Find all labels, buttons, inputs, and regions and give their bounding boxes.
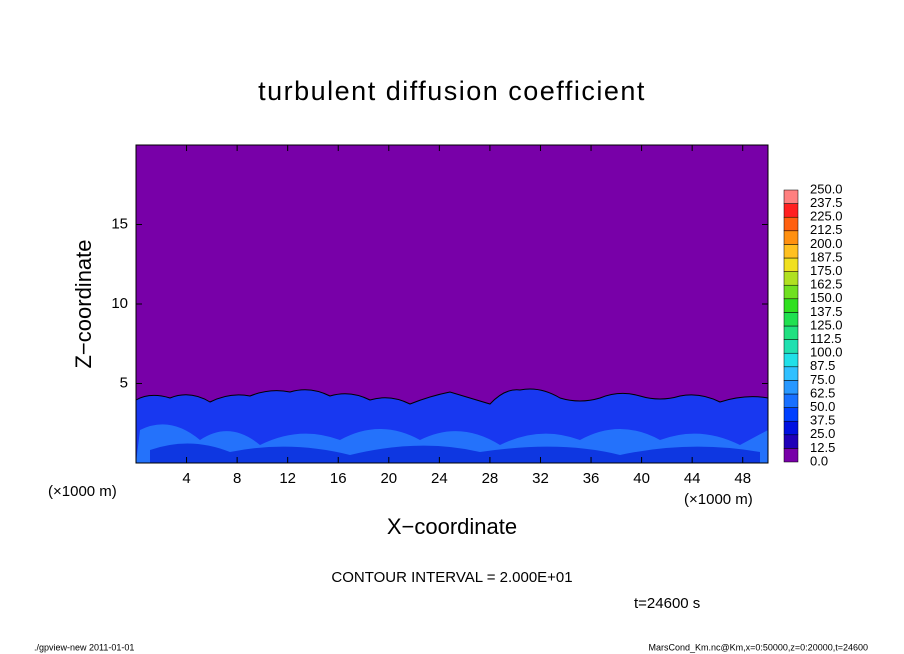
x-tick-label: 4 bbox=[182, 470, 190, 487]
colorbar-swatch bbox=[783, 366, 799, 381]
colorbar-swatch bbox=[783, 352, 799, 368]
colorbar-swatch bbox=[783, 257, 799, 272]
colorbar-label: 87.5 bbox=[810, 358, 835, 373]
turbulent-layer bbox=[150, 443, 760, 463]
x-tick-label: 28 bbox=[482, 470, 499, 487]
colorbar-label: 187.5 bbox=[810, 249, 843, 264]
colorbar-swatch bbox=[783, 339, 799, 354]
x-axis-label: X−coordinate bbox=[387, 514, 517, 539]
colorbar-swatch bbox=[783, 216, 799, 232]
x-tick-label: 44 bbox=[684, 470, 701, 487]
colorbar-swatch bbox=[783, 434, 799, 449]
colorbar-label: 225.0 bbox=[810, 209, 843, 224]
plot-area bbox=[135, 144, 769, 464]
chart-title: turbulent diffusion coefficient bbox=[258, 76, 646, 106]
x-tick-label: 8 bbox=[233, 470, 241, 487]
colorbar-swatch bbox=[783, 420, 799, 436]
contour-interval: CONTOUR INTERVAL = 2.000E+01 bbox=[331, 569, 572, 586]
colorbar-label: 12.5 bbox=[810, 440, 835, 455]
colorbar-swatch bbox=[783, 298, 799, 313]
colorbar-label: 0.0 bbox=[810, 453, 828, 468]
colorbar-label: 50.0 bbox=[810, 399, 835, 414]
colorbar-label: 125.0 bbox=[810, 317, 843, 332]
footer-right: MarsCond_Km.nc@Km,x=0:50000,z=0:20000,t=… bbox=[648, 642, 868, 652]
colorbar-label: 75.0 bbox=[810, 372, 835, 387]
colorbar-label: 237.5 bbox=[810, 195, 843, 210]
x-tick-label: 16 bbox=[330, 470, 347, 487]
colorbar-label: 137.5 bbox=[810, 304, 843, 319]
x-tick-label: 36 bbox=[583, 470, 600, 487]
x-unit: (×1000 m) bbox=[684, 491, 753, 508]
y-tick-label: 10 bbox=[111, 295, 128, 312]
colorbar-label: 250.0 bbox=[810, 181, 843, 196]
colorbar-swatch bbox=[783, 244, 799, 259]
colorbar-swatch bbox=[783, 230, 799, 245]
colorbar-swatch bbox=[783, 312, 799, 327]
x-tick-label: 40 bbox=[633, 470, 650, 487]
x-tick-label: 12 bbox=[279, 470, 296, 487]
colorbar-swatch bbox=[783, 448, 799, 463]
colorbar-label: 112.5 bbox=[810, 331, 842, 346]
y-tick-label: 15 bbox=[111, 215, 128, 232]
colorbar-label: 212.5 bbox=[810, 222, 843, 237]
colorbar-label: 162.5 bbox=[810, 277, 843, 292]
colorbar-swatch bbox=[783, 271, 799, 286]
x-tick-label: 48 bbox=[734, 470, 751, 487]
colorbar-swatch bbox=[783, 325, 799, 340]
x-tick-label: 32 bbox=[532, 470, 549, 487]
colorbar-label: 200.0 bbox=[810, 236, 843, 251]
x-tick-label: 20 bbox=[380, 470, 397, 487]
x-unit: (×1000 m) bbox=[48, 483, 117, 500]
colorbar-label: 37.5 bbox=[810, 413, 835, 428]
colorbar-label: 25.0 bbox=[810, 426, 835, 441]
colorbar-swatch bbox=[783, 284, 799, 300]
colorbar-swatch bbox=[783, 380, 799, 395]
colorbar-label: 150.0 bbox=[810, 290, 843, 305]
time-label: t=24600 s bbox=[634, 595, 700, 612]
colorbar-label: 100.0 bbox=[810, 345, 843, 360]
y-axis-label: Z−coordinate bbox=[71, 239, 96, 368]
x-tick-label: 24 bbox=[431, 470, 448, 487]
colorbar-swatch bbox=[783, 189, 799, 204]
colorbar-swatch bbox=[783, 393, 799, 408]
y-tick-label: 5 bbox=[120, 374, 128, 391]
footer-left: ./gpview-new 2011-01-01 bbox=[34, 642, 134, 652]
colorbar-swatch bbox=[783, 203, 799, 218]
colorbar-label: 62.5 bbox=[810, 385, 835, 400]
colorbar-swatch bbox=[783, 407, 799, 422]
colorbar-label: 175.0 bbox=[810, 263, 843, 278]
